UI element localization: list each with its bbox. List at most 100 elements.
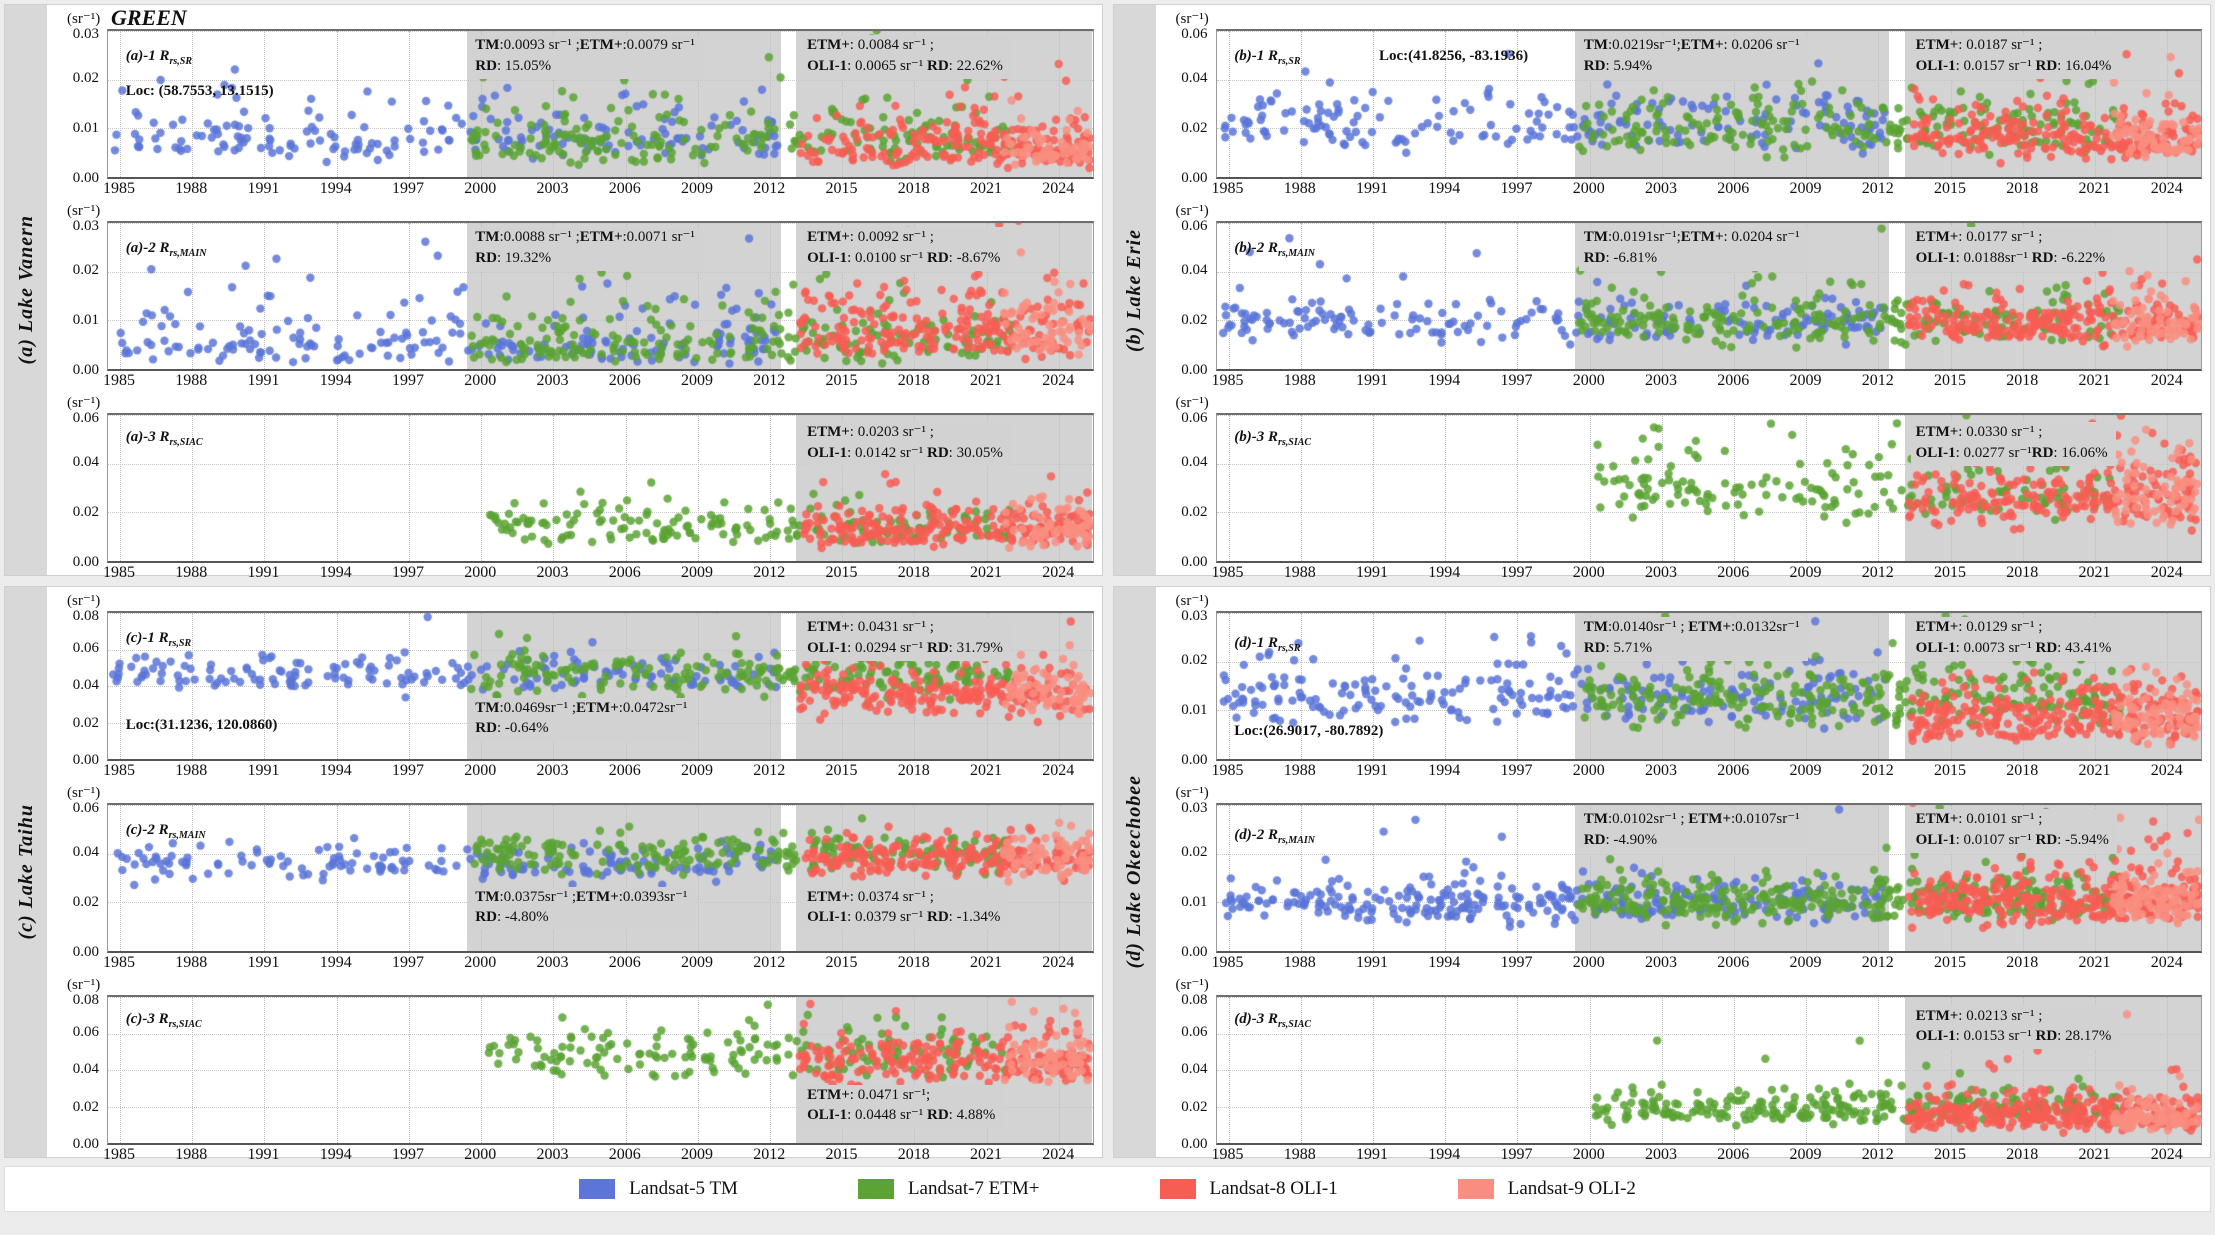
x-tick-label: 2024: [2150, 954, 2183, 971]
y-axis-unit: (sr⁻¹): [67, 203, 101, 219]
annotation-text: RD: [2031, 444, 2054, 461]
annotation-text: ETM+: [807, 424, 850, 441]
x-tick-label: 2018: [2006, 180, 2039, 197]
x-tick-label: 2015: [1934, 564, 1967, 581]
y-tick-label: 0.04: [1181, 262, 1208, 278]
annotation-text: rs,MAIN: [168, 829, 206, 841]
legend-label-tm: Landsat-5 TM: [629, 1178, 738, 1199]
x-tick-label: 1991: [247, 1146, 280, 1163]
x-tick-label: 2012: [1861, 372, 1894, 389]
annotation-line: ETM+: 0.0129 sr⁻¹ ;: [1916, 617, 2112, 638]
annotation-text: (d)-1 R: [1234, 635, 1278, 652]
panel-grid: (a) Lake Vanern GREEN (sr⁻¹) (a)-1 Rrs,SR…: [4, 4, 2211, 1163]
subplot-a3: (sr⁻¹) (a)-3 Rrs,SIAC ETM+: 0.0203 sr⁻¹ ; O…: [53, 393, 1102, 585]
annotation-line: RD: 5.94%: [1584, 56, 1800, 77]
x-tick-label: 2009: [1789, 1146, 1822, 1163]
y-tick-label: 0.02: [1181, 312, 1208, 328]
x-tick-label: 2009: [681, 564, 714, 581]
annotation-text: ETM+: [576, 888, 619, 905]
x-tick-label: 1997: [1500, 180, 1533, 197]
annotation-text: RD: [475, 909, 497, 926]
x-tick-label: 2015: [1934, 762, 1967, 779]
annotation-text: (c)-3 R: [125, 1010, 169, 1027]
panel-label: (a)-1 Rrs,SR: [126, 46, 192, 69]
x-tick-label: 1997: [392, 1146, 425, 1163]
x-tick-label: 1985: [103, 564, 136, 581]
x-tick-label: 2000: [464, 1146, 497, 1163]
annotation-text: TM: [475, 888, 500, 905]
etm-oli-stats: ETM+: 0.0213 sr⁻¹ ; OLI-1: 0.0153 sr⁻¹ RD…: [1910, 1005, 2120, 1050]
y-tick-label: 0.00: [72, 944, 99, 960]
annotation-text: rs,SR: [1277, 643, 1301, 655]
annotation-text: : 0.0177 sr⁻¹ ;: [1958, 229, 2043, 246]
y-tick-label: 0.00: [1181, 1136, 1208, 1152]
x-tick-label: 2015: [825, 180, 858, 197]
annotation-text: Loc:(41.8256, -83.1936): [1378, 47, 1529, 64]
location: Loc:(26.9017, -80.7892): [1234, 721, 1383, 742]
y-tick-label: 0.02: [1181, 504, 1208, 520]
x-tick-label: 2018: [897, 372, 930, 389]
x-axis: 1985 1988 1991 1994 1997 2000 2003 2006 2009 2012…: [53, 953, 1094, 975]
annotation-text: OLI-1: [1915, 1028, 1956, 1045]
y-tick-label: 0.02: [1181, 844, 1208, 860]
x-tick-label: 1988: [175, 180, 208, 197]
x-tick-label: 2018: [2006, 954, 2039, 971]
plot-area-c3: (c)-3 Rrs,SIAC ETM+: 0.0471 sr⁻¹; OLI-1: 0…: [107, 995, 1094, 1145]
annotation-text: rs,MAIN: [1277, 835, 1315, 847]
lake-plots-d: (sr⁻¹) (d)-1 Rrs,SR Loc:(26.9017, -80.7892…: [1156, 587, 2211, 1163]
annotation-line: OLI-1: 0.0448 sr⁻¹ RD: 4.88%: [807, 1105, 995, 1126]
x-tick-label: 2024: [1042, 372, 1075, 389]
annotation-text: ETM+: [1915, 37, 1959, 54]
x-tick-label: 2009: [1789, 180, 1822, 197]
annotation-line: ETM+: 0.0471 sr⁻¹;: [807, 1085, 995, 1106]
y-axis-unit: (sr⁻¹): [1175, 11, 1209, 27]
subplot-d3: (sr⁻¹) (d)-3 Rrs,SIAC ETM+: 0.0213 sr⁻¹ ; O…: [1162, 975, 2211, 1167]
annotation-line: (b)-2 Rrs,MAIN: [1234, 238, 1315, 261]
annotation-line: (c)-2 Rrs,MAIN: [126, 820, 206, 843]
annotation-text: ETM+: [807, 619, 850, 636]
y-tick-label: 0.03: [72, 218, 99, 234]
x-tick-label: 2000: [1572, 180, 1605, 197]
annotation-text: : 30.05%: [948, 444, 1003, 461]
x-tick-label: 2009: [681, 372, 714, 389]
annotation-text: :0.0102sr⁻¹ ;: [1607, 811, 1689, 828]
x-tick-label: 2018: [2006, 762, 2039, 779]
annotation-text: : 16.06%: [2053, 444, 2108, 461]
y-tick-label: 0.04: [72, 454, 99, 470]
plot-row: (c)-3 Rrs,SIAC ETM+: 0.0471 sr⁻¹; OLI-1: 0…: [53, 993, 1102, 1152]
x-tick-label: 2006: [608, 762, 641, 779]
annotation-text: : -0.64%: [496, 720, 549, 737]
lake-plots-c: (sr⁻¹) (c)-1 Rrs,SR Loc:(31.1236, 120.0860…: [47, 587, 1102, 1163]
plot-area-a2: (a)-2 Rrs,MAIN TM:0.0088 sr⁻¹ ;ETM+:0.007…: [107, 221, 1094, 371]
annotation-text: : 5.94%: [1605, 58, 1653, 75]
annotation-text: : 0.0107 sr⁻¹: [1955, 832, 2036, 849]
annotation-text: :0.0107sr⁻¹: [1731, 811, 1800, 828]
annotation-line: ETM+: 0.0177 sr⁻¹ ;: [1916, 227, 2106, 248]
x-axis: 1985 1988 1991 1994 1997 2000 2003 2006 2009 2012…: [53, 179, 1094, 201]
y-tick-label: 0.06: [1181, 218, 1208, 234]
annotation-text: : 0.0142 sr⁻¹: [847, 444, 927, 461]
annotation-text: : 0.0187 sr⁻¹ ;: [1958, 37, 2043, 54]
etm-oli-stats: ETM+: 0.0129 sr⁻¹ ; OLI-1: 0.0073 sr⁻¹ RD…: [1910, 617, 2120, 661]
panel-label: (b)-2 Rrs,MAIN: [1234, 238, 1315, 261]
annotation-text: ETM+: [1688, 619, 1732, 636]
annotation-text: OLI-1: [1915, 444, 1956, 461]
annotation-text: (b)-2 R: [1234, 239, 1278, 256]
annotation-line: OLI-1: 0.0107 sr⁻¹ RD: -5.94%: [1916, 830, 2109, 851]
x-tick-label: 2018: [2006, 1146, 2039, 1163]
y-tick-label: 0.04: [72, 844, 99, 860]
panel-label: (d)-3 Rrs,SIAC: [1234, 1009, 1311, 1032]
legend-label-etm: Landsat-7 ETM+: [907, 1178, 1040, 1199]
annotation-line: Loc:(31.1236, 120.0860): [126, 715, 278, 736]
x-tick-label: 2012: [1861, 564, 1894, 581]
x-tick-label: 1991: [247, 372, 280, 389]
annotation-line: (d)-3 Rrs,SIAC: [1234, 1009, 1311, 1032]
plot-area-d3: (d)-3 Rrs,SIAC ETM+: 0.0213 sr⁻¹ ; OLI-1: …: [1215, 995, 2202, 1145]
x-tick-label: 2003: [536, 564, 569, 581]
etm-oli-stats: ETM+: 0.0177 sr⁻¹ ; OLI-1: 0.0188sr⁻¹ RD:…: [1910, 227, 2114, 271]
y-tick-label: 0.00: [1181, 554, 1208, 570]
y-axis-unit: (sr⁻¹): [67, 977, 101, 993]
etm-oli-stats: ETM+: 0.0084 sr⁻¹ ; OLI-1: 0.0065 sr⁻¹ RD…: [802, 35, 1011, 79]
annotation-text: :0.0472sr⁻¹: [618, 699, 688, 716]
annotation-text: :0.0393sr⁻¹: [618, 888, 688, 905]
